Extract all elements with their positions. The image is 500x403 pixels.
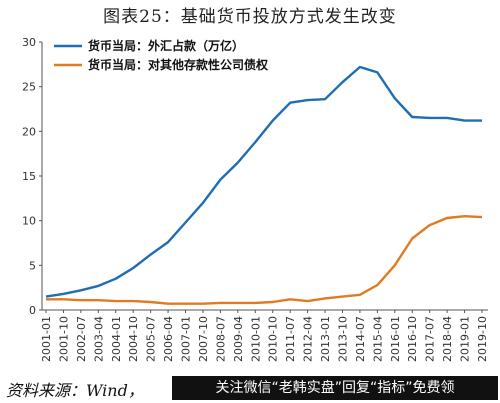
line-chart: 0 5 10 15 20 25 30 2001-01 2001-10 2002-07 2003-0…: [22, 36, 489, 362]
x-tick-label: 2003-04: [92, 316, 105, 362]
chart-title: 图表25：基础货币投放方式发生改变: [103, 7, 397, 27]
x-tick-label: 2009-04: [232, 316, 245, 362]
x-tick-label: 2007-10: [197, 316, 210, 362]
x-tick-labels: 2001-01 2001-10 2002-07 2003-04 2004-01 2004-…: [40, 316, 489, 362]
y-tick-labels: 0 5 10 15 20 25 30: [22, 36, 36, 317]
x-tick-label: 2013-01: [319, 316, 332, 362]
y-tick-label: 25: [22, 81, 36, 94]
y-tick-label: 15: [22, 170, 36, 183]
y-tick-label: 5: [29, 259, 36, 272]
x-tick-label: 2019-01: [459, 316, 472, 362]
x-tick-label: 2007-01: [180, 316, 193, 362]
series-line-fx: [45, 65, 482, 298]
legend-label: 货币当局：外汇占款（万亿）: [88, 38, 244, 53]
x-tick-label: 2005-07: [145, 316, 158, 362]
y-tick-label: 0: [29, 304, 36, 317]
x-tick-label: 2019-10: [476, 316, 489, 362]
series-line-claims: [46, 215, 483, 305]
x-tick-label: 2004-01: [110, 316, 123, 362]
y-tick-label: 10: [22, 215, 36, 228]
x-tick-label: 2002-07: [75, 316, 88, 362]
promo-banner: 关注微信“老韩实盘”回复“指标”免费领: [172, 376, 498, 400]
x-tick-label: 2004-10: [127, 316, 140, 362]
y-tick-label: 30: [22, 36, 36, 49]
x-tick-label: 2012-04: [302, 316, 315, 362]
series-lines: [45, 65, 483, 305]
axes: [39, 41, 488, 313]
x-tick-label: 2016-01: [389, 316, 402, 362]
x-tick-label: 2018-04: [441, 316, 454, 362]
legend: 货币当局：外汇占款（万亿） 货币当局：对其他存款性公司债权: [54, 38, 269, 72]
x-tick-label: 2010-01: [249, 316, 262, 362]
source-note: 资料来源：Wind，: [6, 381, 144, 400]
x-tick-label: 2008-07: [214, 316, 227, 362]
x-tick-label: 2011-07: [284, 316, 297, 362]
x-tick-label: 2013-10: [336, 316, 349, 362]
x-tick-label: 2006-04: [162, 316, 175, 362]
x-tick-label: 2016-10: [406, 316, 419, 362]
x-tick-label: 2001-10: [57, 316, 70, 362]
x-tick-label: 2010-10: [267, 316, 280, 362]
x-tick-label: 2001-01: [40, 316, 53, 362]
x-tick-label: 2015-04: [371, 316, 384, 362]
legend-label: 货币当局：对其他存款性公司债权: [88, 57, 269, 72]
x-tick-label: 2014-07: [354, 316, 367, 362]
x-tick-label: 2017-07: [424, 316, 437, 362]
y-tick-label: 20: [22, 125, 36, 138]
